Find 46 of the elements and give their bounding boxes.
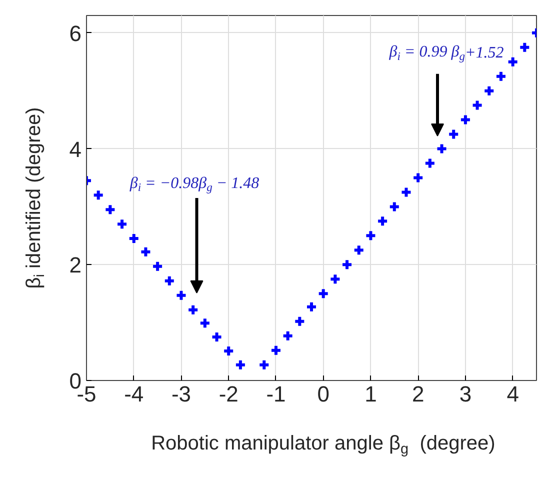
point [448, 128, 460, 140]
point [329, 273, 342, 286]
point [341, 258, 354, 271]
point [494, 70, 507, 82]
x-tick-label: 3 [459, 382, 472, 406]
point [152, 260, 164, 272]
point [400, 186, 412, 198]
x-tick-label: -1 [266, 382, 286, 406]
point [163, 274, 176, 287]
point [282, 330, 294, 342]
point [116, 218, 128, 230]
point [92, 189, 104, 202]
y-axis-title: βi identified (degree) [23, 107, 48, 289]
point [364, 230, 377, 242]
point [471, 99, 484, 112]
point [412, 172, 424, 184]
point [140, 246, 152, 258]
point [424, 157, 436, 170]
point [270, 344, 282, 356]
point [483, 84, 496, 97]
point [187, 304, 200, 316]
point [352, 244, 365, 256]
x-tick-label: 0 [317, 382, 330, 406]
point [198, 317, 211, 330]
point [376, 215, 389, 228]
point [317, 288, 330, 300]
y-tick-label: 6 [69, 20, 82, 46]
point [234, 358, 246, 371]
point [436, 142, 448, 155]
x-tick-label: -2 [218, 382, 238, 406]
point [518, 41, 531, 54]
point [175, 289, 188, 302]
x-tick-label: 4 [506, 382, 519, 406]
point [459, 114, 472, 126]
point [294, 315, 306, 328]
point [388, 200, 400, 213]
y-tick-label: 2 [69, 252, 82, 278]
y-tick-label: 4 [69, 136, 82, 162]
x-tick-label: -4 [124, 382, 144, 406]
x-tick-label: -3 [171, 382, 192, 406]
point [506, 56, 519, 68]
point [258, 358, 270, 371]
x-tick-label: 2 [412, 382, 424, 406]
point [306, 300, 318, 313]
x-tick-label: 1 [364, 382, 377, 406]
point [104, 204, 116, 216]
